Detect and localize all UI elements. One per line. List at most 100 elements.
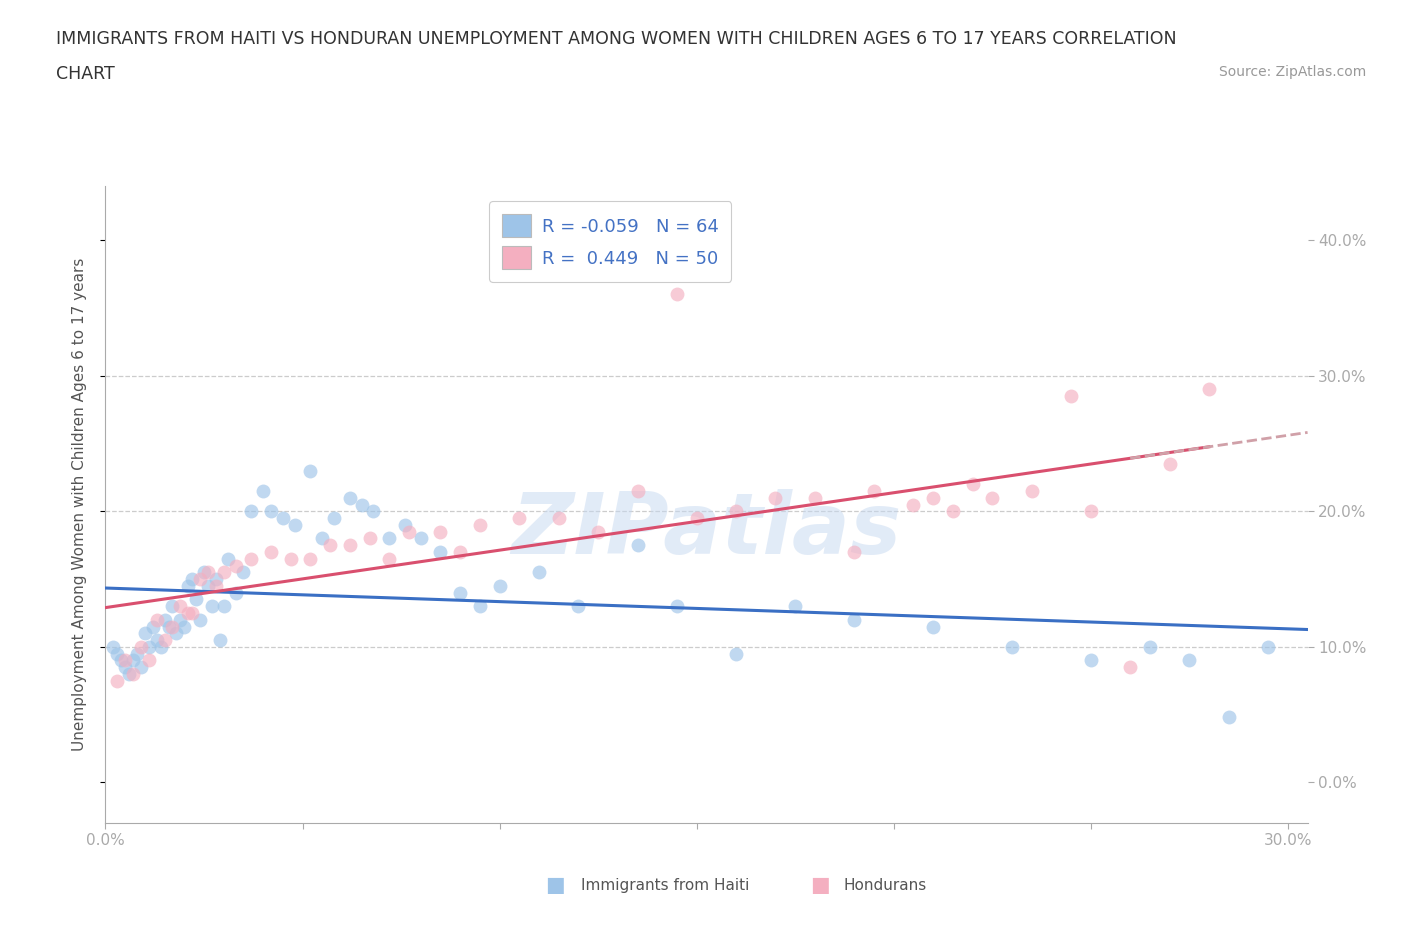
Point xyxy=(339,490,361,505)
Point xyxy=(378,531,401,546)
Point xyxy=(162,599,184,614)
Point xyxy=(197,565,219,579)
Point xyxy=(765,490,787,505)
Point xyxy=(260,504,283,519)
Point xyxy=(103,640,125,655)
Point xyxy=(169,612,191,627)
Point xyxy=(363,504,385,519)
Point xyxy=(284,517,307,532)
Point xyxy=(122,667,145,682)
Point xyxy=(129,640,152,655)
Point xyxy=(567,599,589,614)
Point xyxy=(429,545,451,560)
Point xyxy=(134,626,156,641)
Point xyxy=(240,551,263,566)
Point xyxy=(197,578,219,593)
Point xyxy=(863,484,886,498)
Point xyxy=(323,511,346,525)
Point xyxy=(208,632,231,647)
Point xyxy=(212,565,235,579)
Point xyxy=(188,572,211,587)
Point xyxy=(118,667,141,682)
Point xyxy=(204,578,226,593)
Text: ■: ■ xyxy=(810,875,830,896)
Point xyxy=(547,511,569,525)
Point xyxy=(145,612,167,627)
Point xyxy=(1218,710,1240,724)
Point xyxy=(177,605,200,620)
Point xyxy=(626,484,648,498)
Point xyxy=(165,626,187,641)
Point xyxy=(138,640,160,655)
Point xyxy=(162,619,184,634)
Point xyxy=(1021,484,1043,498)
Point xyxy=(188,612,211,627)
Point xyxy=(1001,640,1024,655)
Point xyxy=(173,619,195,634)
Point xyxy=(184,592,207,607)
Point xyxy=(844,612,866,627)
Point xyxy=(142,619,165,634)
Point xyxy=(105,673,128,688)
Point xyxy=(260,545,283,560)
Point xyxy=(201,599,224,614)
Text: Hondurans: Hondurans xyxy=(844,878,927,893)
Point xyxy=(685,511,707,525)
Point xyxy=(508,511,530,525)
Point xyxy=(217,551,239,566)
Point xyxy=(153,612,176,627)
Point xyxy=(129,659,152,674)
Point xyxy=(299,463,322,478)
Point xyxy=(114,659,136,674)
Point xyxy=(181,572,204,587)
Point xyxy=(169,599,191,614)
Point xyxy=(586,525,609,539)
Point xyxy=(319,538,342,552)
Point xyxy=(962,477,984,492)
Point xyxy=(903,498,925,512)
Point xyxy=(149,640,172,655)
Point xyxy=(981,490,1004,505)
Point xyxy=(844,545,866,560)
Point xyxy=(105,646,128,661)
Point xyxy=(232,565,254,579)
Point xyxy=(394,517,416,532)
Point xyxy=(157,619,180,634)
Point xyxy=(725,504,748,519)
Point xyxy=(212,599,235,614)
Point xyxy=(1119,659,1142,674)
Point xyxy=(110,653,132,668)
Legend: R = -0.059   N = 64, R =  0.449   N = 50: R = -0.059 N = 64, R = 0.449 N = 50 xyxy=(489,202,731,282)
Point xyxy=(138,653,160,668)
Point xyxy=(922,619,945,634)
Point xyxy=(1139,640,1161,655)
Point xyxy=(725,646,748,661)
Point xyxy=(153,632,176,647)
Point xyxy=(1257,640,1279,655)
Point xyxy=(125,646,148,661)
Point xyxy=(1178,653,1201,668)
Point xyxy=(785,599,807,614)
Point xyxy=(429,525,451,539)
Point xyxy=(942,504,965,519)
Point xyxy=(240,504,263,519)
Point xyxy=(271,511,294,525)
Point xyxy=(252,484,274,498)
Point xyxy=(339,538,361,552)
Point xyxy=(488,578,510,593)
Point xyxy=(177,578,200,593)
Point xyxy=(468,599,491,614)
Point xyxy=(225,585,247,600)
Point xyxy=(626,538,648,552)
Point xyxy=(449,545,471,560)
Point xyxy=(804,490,827,505)
Point xyxy=(350,498,373,512)
Point xyxy=(665,599,688,614)
Point xyxy=(311,531,333,546)
Point xyxy=(665,287,688,302)
Point xyxy=(527,565,550,579)
Point xyxy=(181,605,204,620)
Text: CHART: CHART xyxy=(56,65,115,83)
Text: ZIPatlas: ZIPatlas xyxy=(512,488,901,572)
Point xyxy=(280,551,302,566)
